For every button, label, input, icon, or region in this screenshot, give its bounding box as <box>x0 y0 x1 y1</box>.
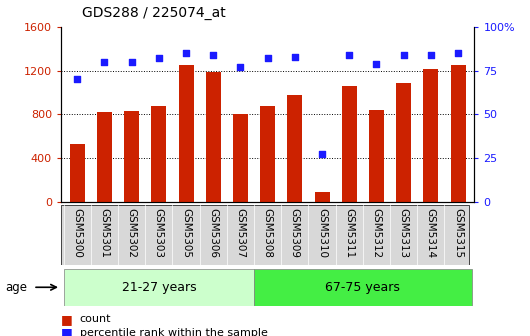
Bar <box>254 269 472 306</box>
Point <box>454 50 462 56</box>
Text: ■: ■ <box>61 326 73 336</box>
Bar <box>423 70 438 202</box>
Text: GSM5303: GSM5303 <box>154 208 164 258</box>
Bar <box>396 83 411 202</box>
Text: GDS288 / 225074_at: GDS288 / 225074_at <box>82 6 226 20</box>
Point <box>263 56 272 61</box>
Text: ■: ■ <box>61 313 73 326</box>
Point <box>236 65 245 70</box>
Text: GSM5312: GSM5312 <box>372 208 382 258</box>
Bar <box>260 106 275 202</box>
Text: GSM5308: GSM5308 <box>263 208 272 258</box>
Point <box>209 52 217 57</box>
Bar <box>287 95 302 202</box>
Bar <box>70 144 85 202</box>
Text: GSM5300: GSM5300 <box>72 208 82 258</box>
Text: GSM5306: GSM5306 <box>208 208 218 258</box>
Point <box>73 77 82 82</box>
Text: GSM5314: GSM5314 <box>426 208 436 258</box>
Point <box>372 61 381 66</box>
Text: count: count <box>80 314 111 324</box>
Text: GSM5315: GSM5315 <box>453 208 463 258</box>
Point <box>155 56 163 61</box>
Bar <box>124 111 139 202</box>
Point <box>182 50 190 56</box>
Bar <box>206 72 220 202</box>
Text: GSM5305: GSM5305 <box>181 208 191 258</box>
Point <box>290 54 299 59</box>
Bar <box>369 110 384 202</box>
Point <box>345 52 354 57</box>
Bar <box>179 65 193 202</box>
Text: age: age <box>5 281 28 294</box>
Text: percentile rank within the sample: percentile rank within the sample <box>80 328 267 336</box>
Text: GSM5309: GSM5309 <box>290 208 300 258</box>
Bar <box>342 86 357 202</box>
Point <box>318 152 326 157</box>
Text: GSM5301: GSM5301 <box>100 208 110 258</box>
Text: 67-75 years: 67-75 years <box>325 281 400 294</box>
Point <box>100 59 109 65</box>
Bar <box>315 192 330 202</box>
Bar <box>64 269 254 306</box>
Point <box>400 52 408 57</box>
Bar <box>152 106 166 202</box>
Text: GSM5307: GSM5307 <box>235 208 245 258</box>
Text: GSM5313: GSM5313 <box>399 208 409 258</box>
Bar <box>450 65 465 202</box>
Bar <box>233 114 248 202</box>
Text: 21-27 years: 21-27 years <box>121 281 196 294</box>
Bar <box>97 112 112 202</box>
Text: GSM5302: GSM5302 <box>127 208 137 258</box>
Point <box>127 59 136 65</box>
Point <box>427 52 435 57</box>
Text: GSM5310: GSM5310 <box>317 208 327 258</box>
Text: GSM5311: GSM5311 <box>344 208 354 258</box>
